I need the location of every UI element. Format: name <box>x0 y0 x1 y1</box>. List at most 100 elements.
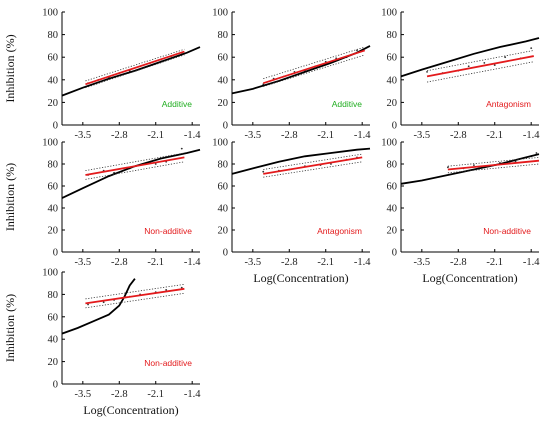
confidence-band-lower <box>263 161 363 178</box>
x-tick-label: -1.4 <box>184 389 201 400</box>
x-tick-label: -2.1 <box>486 257 503 268</box>
y-tick-label: 20 <box>48 98 59 109</box>
confidence-band-lower <box>85 54 185 89</box>
effect-annotation: Antagonism <box>486 99 531 109</box>
x-tick-label: -1.4 <box>523 130 540 141</box>
x-axis-label: Log(Concentration) <box>253 271 348 285</box>
x-axis-label: Log(Concentration) <box>422 271 517 285</box>
x-tick-label: -3.5 <box>75 257 92 268</box>
y-tick-label: 100 <box>381 8 397 19</box>
chart-panel-1: 0 20 40 60 80 100 -3.5 -2.8 -2.1 -1.4 Additive Inhi… <box>3 8 201 142</box>
effect-annotation: Non-additive <box>144 358 192 368</box>
y-axis-label: Inhibition (%) <box>3 294 17 362</box>
y-tick-label: 40 <box>218 204 229 215</box>
model-curve <box>400 37 540 78</box>
data-point <box>446 166 449 169</box>
confidence-band-lower <box>447 163 540 174</box>
y-tick-label: 100 <box>212 8 228 19</box>
y-tick-label: 0 <box>53 380 58 391</box>
y-tick-label: 0 <box>392 121 397 132</box>
y-tick-label: 100 <box>212 138 228 149</box>
x-tick-label: -3.5 <box>245 130 262 141</box>
y-tick-label: 40 <box>218 75 229 86</box>
y-tick-label: 40 <box>48 204 59 215</box>
x-tick-label: -2.8 <box>450 130 467 141</box>
data-point <box>154 163 157 165</box>
y-tick-label: 60 <box>48 312 59 323</box>
y-tick-label: 100 <box>42 268 58 279</box>
effect-annotation: Additive <box>162 99 193 109</box>
y-tick-label: 0 <box>223 248 228 259</box>
confidence-band-upper <box>426 50 534 72</box>
regression-line <box>85 156 185 176</box>
x-tick-label: -2.8 <box>111 130 128 141</box>
regression-line <box>85 287 185 305</box>
x-tick-label: -1.4 <box>354 257 371 268</box>
data-point <box>262 170 265 173</box>
regression-line <box>263 156 363 175</box>
data-point <box>473 164 475 167</box>
model-curve <box>61 46 201 97</box>
x-tick-label: -2.1 <box>147 257 164 268</box>
data-point <box>426 70 428 73</box>
y-tick-label: 0 <box>392 248 397 259</box>
y-tick-label: 40 <box>387 75 398 86</box>
model-curve <box>61 148 201 199</box>
y-tick-label: 100 <box>381 138 397 149</box>
data-point <box>87 303 89 306</box>
effect-annotation: Non-additive <box>144 226 192 236</box>
regression-line <box>426 55 534 78</box>
chart-panel-2: 0 20 40 60 80 100 -3.5 -2.8 -2.1 -1.4 Additive <box>212 8 371 142</box>
data-point <box>165 289 168 291</box>
x-tick-label: -2.8 <box>450 257 467 268</box>
confidence-band-upper <box>447 157 540 167</box>
y-tick-label: 60 <box>48 182 59 193</box>
x-tick-label: -3.5 <box>75 130 92 141</box>
model-curve <box>231 45 371 95</box>
x-tick-label: -2.1 <box>147 389 164 400</box>
x-tick-label: -2.8 <box>111 389 128 400</box>
confidence-band-lower <box>85 161 185 180</box>
x-tick-label: -3.5 <box>75 389 92 400</box>
effect-annotation: Additive <box>332 99 363 109</box>
y-tick-label: 0 <box>223 121 228 132</box>
y-tick-label: 20 <box>387 226 398 237</box>
x-axis-label: Log(Concentration) <box>83 403 178 417</box>
confidence-band-upper <box>85 152 185 171</box>
y-tick-label: 100 <box>42 8 58 19</box>
x-tick-label: -1.4 <box>523 257 540 268</box>
y-tick-label: 20 <box>218 226 229 237</box>
y-tick-label: 20 <box>218 98 229 109</box>
chart-panel-4: 0 20 40 60 80 100 -3.5 -2.8 -2.1 -1.4 Non-additive… <box>3 138 201 269</box>
effect-annotation: Antagonism <box>317 226 362 236</box>
y-tick-label: 20 <box>387 98 398 109</box>
y-tick-label: 60 <box>48 53 59 64</box>
y-tick-label: 80 <box>387 30 398 41</box>
y-tick-label: 80 <box>218 160 229 171</box>
x-tick-label: -3.5 <box>414 257 431 268</box>
data-point <box>180 286 183 289</box>
y-tick-label: 100 <box>42 138 58 149</box>
data-point <box>504 56 507 59</box>
y-tick-label: 80 <box>48 290 59 301</box>
regression-line <box>262 49 366 85</box>
y-tick-label: 60 <box>218 182 229 193</box>
data-point <box>102 301 105 304</box>
effect-annotation: Non-additive <box>483 226 531 236</box>
y-tick-label: 60 <box>387 53 398 64</box>
data-point <box>180 147 183 150</box>
y-axis-label: Inhibition (%) <box>3 163 17 231</box>
y-tick-label: 20 <box>48 357 59 368</box>
y-axis-label: Inhibition (%) <box>3 34 17 102</box>
confidence-band-lower <box>426 61 534 83</box>
y-tick-label: 40 <box>387 204 398 215</box>
data-point <box>483 61 486 64</box>
regression-line <box>85 50 185 86</box>
chart-panel-7: 0 20 40 60 80 100 -3.5 -2.8 -2.1 -1.4 Non-additive… <box>3 268 201 418</box>
confidence-band-lower <box>263 54 365 87</box>
model-curve <box>400 153 540 185</box>
chart-panel-3: 0 20 40 60 80 100 -3.5 -2.8 -2.1 -1.4 Antagonism <box>381 8 540 142</box>
y-tick-label: 80 <box>48 30 59 41</box>
x-tick-label: -2.8 <box>111 257 128 268</box>
